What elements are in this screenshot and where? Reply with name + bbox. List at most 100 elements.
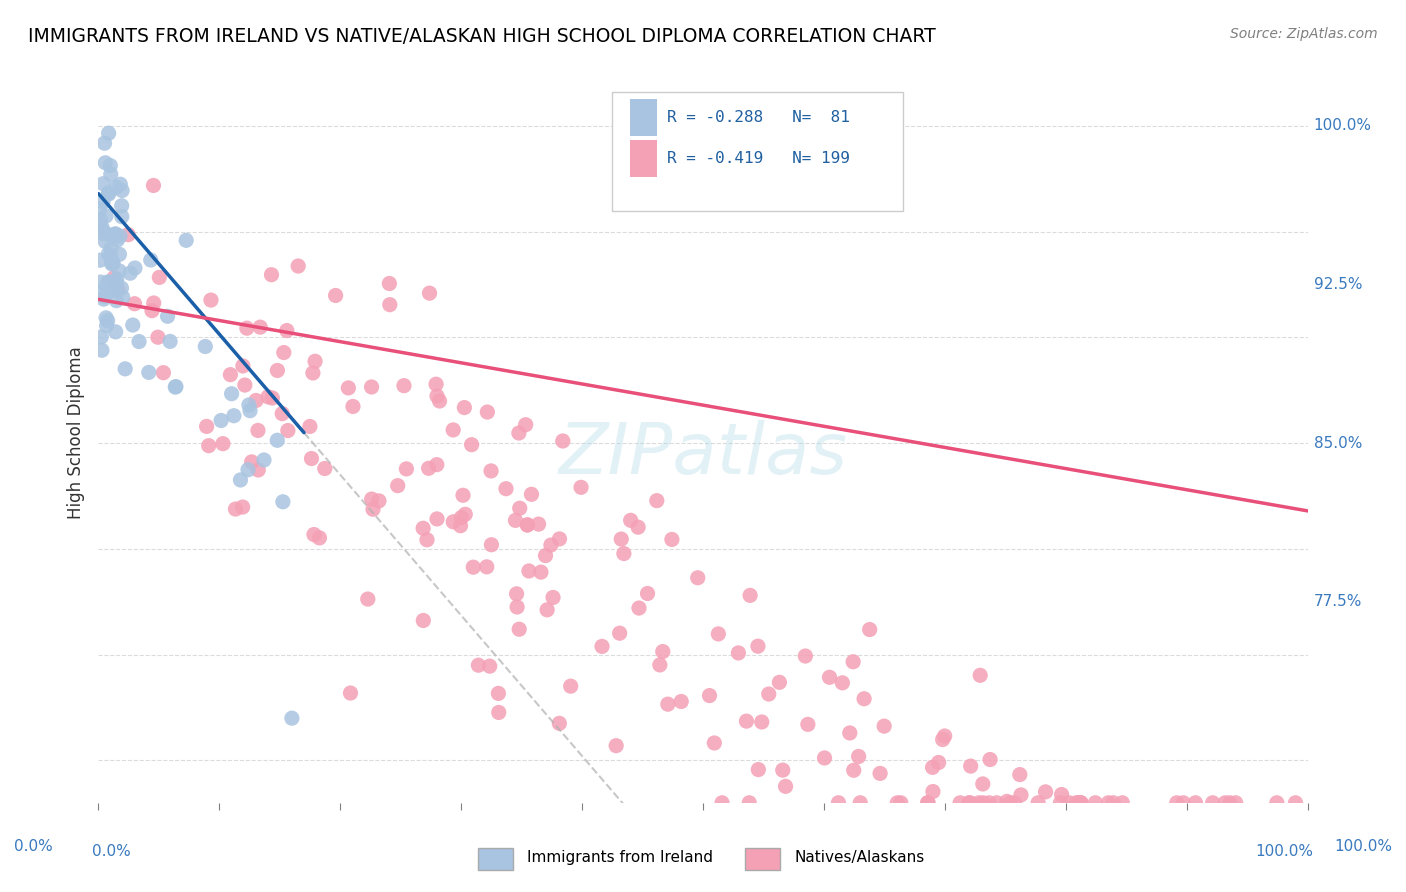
Point [1008,767,1031,781]
Point [426,512,449,526]
Point [740,588,762,602]
Point [105,272,128,286]
Point [842,764,865,778]
Point [325,288,347,302]
Point [450,510,472,524]
Point [1173,796,1195,810]
Point [266,363,288,377]
Point [97,275,120,289]
Point [609,626,631,640]
Point [236,321,259,335]
Point [229,473,252,487]
Point [174,233,197,247]
Point [495,482,517,496]
Point [232,359,254,373]
Point [105,293,128,308]
Point [111,184,134,198]
Point [94,209,117,223]
Text: 92.5%: 92.5% [1313,277,1362,292]
Point [541,591,564,605]
Point [91,283,114,297]
Point [165,380,187,394]
Point [450,518,472,533]
Text: 100.0%: 100.0% [1334,838,1392,854]
Point [120,266,142,280]
Point [486,686,509,700]
Point [232,500,254,514]
Point [418,461,440,475]
Point [197,439,219,453]
Point [454,508,477,522]
Point [451,488,474,502]
Point [304,354,326,368]
Point [1166,796,1188,810]
Point [747,763,769,777]
Point [302,366,325,380]
Point [1111,796,1133,810]
Point [467,658,489,673]
Point [425,377,447,392]
Point [110,281,132,295]
Point [488,706,510,720]
Point [276,324,298,338]
Point [277,424,299,438]
Point [395,462,418,476]
Point [94,226,117,240]
Point [931,732,953,747]
Point [478,659,501,673]
Point [540,538,562,552]
Point [979,752,1001,766]
Point [257,390,280,404]
Point [949,796,972,810]
Point [508,622,530,636]
Point [91,194,114,209]
Point [637,586,659,600]
Text: Source: ZipAtlas.com: Source: ZipAtlas.com [1230,27,1378,41]
Point [108,229,131,244]
Point [105,180,128,194]
Point [1213,796,1236,810]
Point [111,210,134,224]
Point [508,425,530,440]
Point [775,780,797,794]
Point [239,403,262,417]
Point [100,250,122,264]
Point [1057,796,1080,810]
Point [233,378,256,392]
Point [838,726,860,740]
Point [827,796,849,810]
Point [842,655,865,669]
Point [651,644,673,658]
Point [314,461,336,475]
Point [238,398,260,412]
Point [747,639,769,653]
Text: 0.0%: 0.0% [14,838,53,854]
Point [479,464,502,478]
Point [97,126,120,140]
Point [768,675,790,690]
Point [605,739,627,753]
Point [339,686,361,700]
Point [569,480,592,494]
Point [342,400,364,414]
Point [271,407,294,421]
Point [301,451,323,466]
Point [97,186,120,200]
Point [527,517,550,532]
Point [225,502,247,516]
Point [392,378,415,392]
Point [200,293,222,307]
Point [738,796,761,810]
Point [271,495,294,509]
Point [426,389,449,403]
Point [1067,796,1090,810]
Point [536,603,558,617]
Point [849,796,872,810]
Point [560,679,582,693]
Point [848,749,870,764]
Point [648,657,671,672]
Point [967,796,990,810]
Point [117,227,139,242]
Point [124,260,146,275]
Point [142,296,165,310]
